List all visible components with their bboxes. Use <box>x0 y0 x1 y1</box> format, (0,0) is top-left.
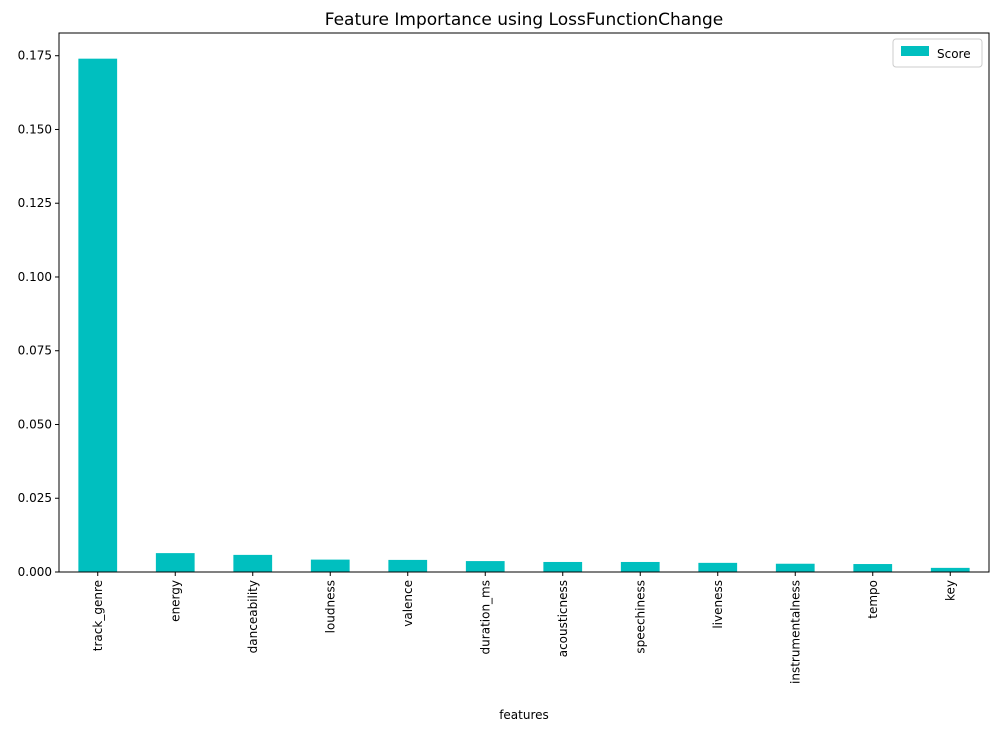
x-tick-label: track_genre <box>91 580 105 651</box>
bar-acousticness <box>543 561 583 572</box>
bars-group <box>78 58 970 572</box>
x-tick-label: duration_ms <box>478 580 492 654</box>
x-tick-label: liveness <box>711 580 725 629</box>
bar-energy <box>155 553 195 572</box>
y-tick-label: 0.050 <box>18 417 52 431</box>
y-tick-label: 0.075 <box>18 344 52 358</box>
bar-instrumentalness <box>775 563 815 572</box>
x-axis: track_genre energy danceability loudness val… <box>91 572 957 684</box>
x-tick-label: instrumentalness <box>788 580 802 684</box>
bar-loudness <box>310 559 350 572</box>
legend-swatch <box>901 46 929 56</box>
x-tick-label: tempo <box>866 580 880 619</box>
legend: Score <box>892 38 983 68</box>
y-tick-label: 0.150 <box>18 122 52 136</box>
x-axis-label: features <box>499 708 549 722</box>
x-tick-label: key <box>943 580 957 601</box>
y-tick-label: 0.125 <box>18 196 52 210</box>
y-tick-label: 0.175 <box>18 49 52 63</box>
bar-liveness <box>698 562 738 572</box>
bar-speechiness <box>620 561 660 572</box>
y-axis: 0.000 0.025 0.050 0.075 0.100 0.125 0.150 0.175 <box>18 49 59 579</box>
x-tick-label: speechiness <box>633 580 647 654</box>
chart-title: Feature Importance using LossFunctionCha… <box>325 10 723 30</box>
bar-track_genre <box>78 58 118 572</box>
bar-duration_ms <box>465 561 505 572</box>
bar-key <box>930 567 970 572</box>
bar-tempo <box>853 564 893 572</box>
plot-frame <box>58 32 990 573</box>
x-tick-label: loudness <box>323 580 337 633</box>
y-tick-label: 0.025 <box>18 491 52 505</box>
x-tick-label: valence <box>401 580 415 627</box>
y-tick-label: 0.000 <box>18 565 52 579</box>
y-tick-label: 0.100 <box>18 270 52 284</box>
x-tick-label: danceability <box>246 580 260 653</box>
x-tick-label: energy <box>168 580 182 622</box>
bar-danceability <box>233 554 273 572</box>
bar-valence <box>388 559 428 572</box>
legend-label: Score <box>937 47 971 61</box>
x-tick-label: acousticness <box>556 580 570 657</box>
